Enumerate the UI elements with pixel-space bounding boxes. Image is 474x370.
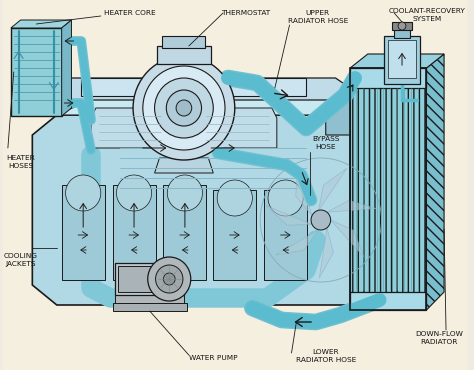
- Bar: [156, 46, 211, 64]
- Polygon shape: [326, 95, 350, 135]
- Polygon shape: [331, 220, 364, 258]
- Polygon shape: [327, 200, 376, 212]
- Text: DOWN-FLOW
RADIATOR: DOWN-FLOW RADIATOR: [415, 331, 463, 345]
- Bar: [264, 190, 307, 280]
- Bar: [11, 28, 62, 116]
- Bar: [350, 86, 427, 292]
- Polygon shape: [11, 20, 72, 28]
- Text: BYPASS
HOSE: BYPASS HOSE: [312, 136, 339, 150]
- Text: WATER PUMP: WATER PUMP: [189, 355, 237, 361]
- Polygon shape: [155, 158, 213, 173]
- Bar: [163, 36, 205, 48]
- Circle shape: [148, 257, 191, 301]
- Polygon shape: [91, 108, 169, 148]
- Polygon shape: [199, 108, 277, 148]
- Bar: [350, 68, 427, 88]
- Polygon shape: [32, 115, 350, 305]
- Polygon shape: [350, 54, 444, 68]
- Bar: [392, 22, 412, 30]
- Polygon shape: [266, 206, 312, 225]
- Text: HEATER
HOSES: HEATER HOSES: [6, 155, 35, 169]
- Polygon shape: [47, 78, 350, 100]
- Bar: [116, 263, 184, 295]
- Circle shape: [155, 265, 183, 293]
- Polygon shape: [319, 228, 333, 278]
- Bar: [388, 40, 416, 78]
- Polygon shape: [57, 95, 350, 115]
- Bar: [81, 78, 306, 96]
- Text: HEATER CORE: HEATER CORE: [104, 10, 156, 16]
- Bar: [394, 28, 410, 38]
- Circle shape: [143, 66, 225, 150]
- Bar: [112, 185, 155, 280]
- Text: COOLING
JACKETS: COOLING JACKETS: [4, 253, 37, 267]
- Bar: [116, 295, 184, 307]
- Bar: [164, 185, 206, 280]
- Bar: [213, 190, 256, 280]
- Bar: [118, 266, 181, 292]
- Text: LOWER
RADIATOR HOSE: LOWER RADIATOR HOSE: [296, 349, 356, 363]
- Circle shape: [117, 175, 152, 211]
- Circle shape: [311, 210, 331, 230]
- Polygon shape: [62, 20, 72, 116]
- Text: COOLANT-RECOVERY
SYSTEM: COOLANT-RECOVERY SYSTEM: [389, 8, 466, 22]
- Circle shape: [176, 100, 192, 116]
- Circle shape: [155, 78, 213, 138]
- Circle shape: [164, 273, 175, 285]
- Bar: [384, 36, 419, 84]
- Text: THERMOSTAT: THERMOSTAT: [221, 10, 270, 16]
- Circle shape: [398, 22, 406, 30]
- Polygon shape: [296, 167, 312, 216]
- Circle shape: [268, 180, 303, 216]
- Bar: [350, 292, 427, 310]
- Bar: [112, 303, 187, 311]
- Circle shape: [133, 56, 235, 160]
- Text: UPPER
RADIATOR HOSE: UPPER RADIATOR HOSE: [288, 10, 348, 24]
- Circle shape: [167, 175, 202, 211]
- Circle shape: [166, 90, 201, 126]
- Circle shape: [65, 175, 101, 211]
- Polygon shape: [319, 168, 347, 210]
- Bar: [62, 185, 105, 280]
- Circle shape: [217, 180, 252, 216]
- Bar: [350, 68, 427, 310]
- Polygon shape: [427, 54, 444, 310]
- Polygon shape: [275, 230, 319, 255]
